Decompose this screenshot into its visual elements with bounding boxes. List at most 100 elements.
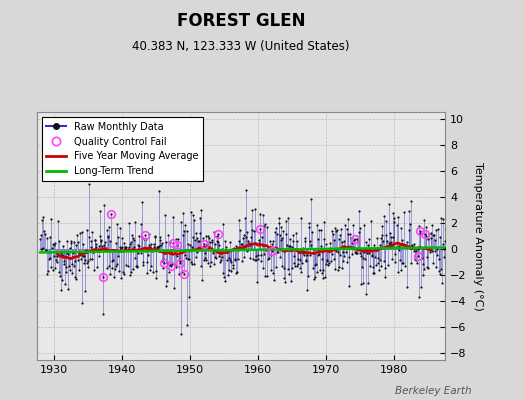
- Point: [420, 266, 428, 272]
- Point: [69, 238, 78, 245]
- Point: [419, 261, 428, 267]
- Point: [75, 266, 83, 273]
- Point: [370, 270, 379, 276]
- Point: [309, 250, 317, 256]
- Point: [270, 229, 279, 236]
- Point: [43, 271, 52, 278]
- Point: [47, 264, 55, 270]
- Point: [365, 236, 373, 242]
- Point: [174, 270, 183, 277]
- Point: [159, 256, 168, 262]
- Point: [418, 254, 427, 261]
- Point: [94, 253, 103, 260]
- Point: [175, 256, 183, 262]
- Point: [294, 261, 302, 267]
- Point: [394, 269, 402, 276]
- Point: [109, 256, 117, 263]
- Point: [399, 260, 407, 266]
- Point: [249, 256, 257, 262]
- Point: [442, 242, 451, 248]
- Point: [326, 245, 334, 251]
- Point: [210, 228, 218, 235]
- Point: [285, 271, 293, 278]
- Point: [85, 233, 93, 240]
- Point: [346, 244, 355, 251]
- Point: [66, 245, 74, 252]
- Point: [289, 232, 297, 238]
- Point: [340, 253, 348, 260]
- Point: [353, 236, 361, 242]
- Point: [218, 246, 226, 252]
- Point: [245, 240, 253, 247]
- Point: [414, 253, 422, 259]
- Point: [277, 237, 285, 244]
- Point: [48, 240, 57, 247]
- Y-axis label: Temperature Anomaly (°C): Temperature Anomaly (°C): [473, 162, 484, 310]
- Point: [291, 246, 300, 253]
- Point: [400, 209, 408, 216]
- Point: [246, 242, 254, 248]
- Point: [338, 238, 346, 245]
- Point: [198, 247, 206, 253]
- Point: [266, 267, 275, 273]
- Point: [330, 256, 338, 262]
- Point: [367, 253, 376, 260]
- Point: [89, 249, 97, 255]
- Point: [428, 222, 436, 229]
- Point: [253, 279, 261, 285]
- Point: [342, 249, 350, 256]
- Point: [327, 258, 335, 264]
- Point: [110, 274, 118, 281]
- Point: [336, 252, 345, 258]
- Point: [320, 218, 329, 225]
- Point: [135, 242, 143, 249]
- Point: [298, 248, 306, 254]
- Point: [91, 236, 100, 243]
- Point: [190, 261, 198, 267]
- Point: [123, 246, 131, 253]
- Point: [275, 220, 283, 226]
- Point: [417, 254, 425, 261]
- Point: [314, 226, 323, 233]
- Point: [296, 257, 304, 264]
- Point: [110, 247, 118, 253]
- Point: [274, 215, 282, 221]
- Point: [124, 263, 132, 270]
- Point: [398, 260, 407, 266]
- Point: [250, 206, 259, 212]
- Point: [410, 256, 419, 262]
- Point: [212, 233, 221, 239]
- Point: [242, 187, 250, 194]
- Point: [139, 258, 147, 265]
- Point: [36, 236, 44, 242]
- Point: [372, 262, 380, 268]
- Point: [408, 241, 416, 248]
- Point: [70, 263, 79, 270]
- Point: [390, 215, 398, 221]
- Point: [413, 260, 421, 266]
- Point: [375, 266, 383, 273]
- Point: [129, 235, 137, 242]
- Point: [317, 243, 325, 250]
- Point: [134, 250, 142, 256]
- Point: [238, 245, 247, 252]
- Point: [311, 262, 319, 268]
- Point: [440, 254, 449, 260]
- Legend: Raw Monthly Data, Quality Control Fail, Five Year Moving Average, Long-Term Tren: Raw Monthly Data, Quality Control Fail, …: [41, 117, 203, 181]
- Point: [148, 248, 157, 254]
- Point: [301, 235, 309, 241]
- Point: [316, 226, 325, 233]
- Point: [383, 238, 391, 244]
- Point: [412, 256, 421, 263]
- Point: [435, 270, 444, 277]
- Point: [394, 214, 402, 221]
- Point: [38, 216, 46, 223]
- Point: [345, 254, 354, 260]
- Point: [220, 274, 228, 280]
- Point: [438, 280, 446, 286]
- Point: [107, 265, 116, 271]
- Point: [227, 268, 235, 274]
- Point: [74, 249, 83, 256]
- Point: [81, 287, 89, 294]
- Point: [39, 245, 47, 252]
